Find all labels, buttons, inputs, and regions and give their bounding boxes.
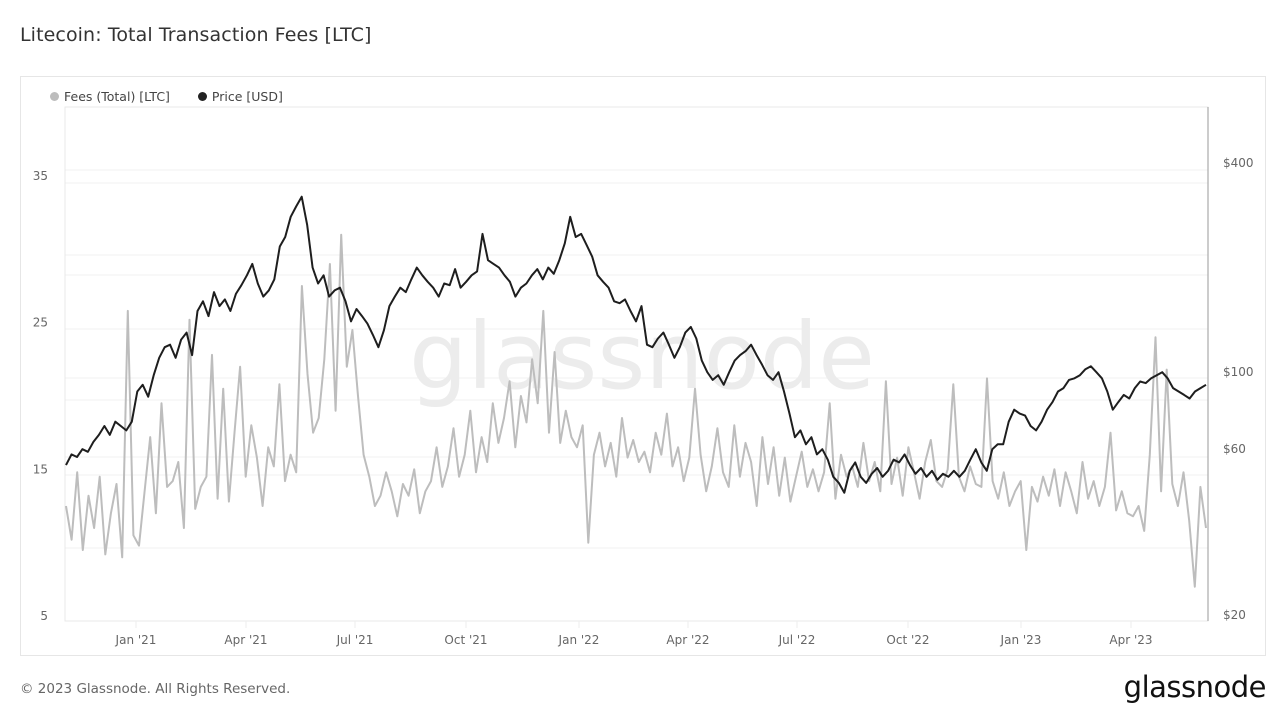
watermark: glassnode [409,303,875,410]
svg-text:35: 35 [33,169,48,183]
y-axis-right: $20 $60 $100 $400 [1223,156,1254,622]
svg-text:Jul '22: Jul '22 [778,633,816,647]
svg-text:25: 25 [33,316,48,330]
chart-legend: Fees (Total) [LTC] Price [USD] [50,89,283,104]
y-axis-left: 5 15 25 35 [33,169,48,623]
svg-text:Apr '21: Apr '21 [224,633,267,647]
svg-text:Jul '21: Jul '21 [336,633,374,647]
svg-text:15: 15 [33,462,48,476]
svg-text:Oct '22: Oct '22 [886,633,929,647]
svg-text:Jan '22: Jan '22 [558,633,600,647]
svg-text:Jan '23: Jan '23 [1000,633,1042,647]
svg-text:$60: $60 [1223,442,1246,456]
x-axis: Jan '21 Apr '21 Jul '21 Oct '21 Jan '22 Apr '… [115,621,1153,647]
svg-text:$400: $400 [1223,156,1254,170]
legend-item-price[interactable]: Price [USD] [197,89,283,104]
legend-label-fees: Fees (Total) [LTC] [64,89,170,104]
price-series-line[interactable] [65,195,1207,494]
price-legend-dot-icon [197,92,207,101]
copyright-text: © 2023 Glassnode. All Rights Reserved. [20,681,291,697]
legend-label-price: Price [USD] [211,89,283,104]
legend-item-fees[interactable]: Fees (Total) [LTC] [50,89,170,104]
svg-text:Oct '21: Oct '21 [444,633,487,647]
svg-text:Apr '23: Apr '23 [1109,633,1152,647]
svg-text:5: 5 [40,609,48,623]
page-title: Litecoin: Total Transaction Fees [LTC] [20,24,372,46]
svg-text:$20: $20 [1223,608,1246,622]
glassnode-logo[interactable]: glassnode [1123,670,1267,704]
chart-panel [20,76,1266,656]
fees-legend-dot-icon [50,92,59,101]
fees-series-line[interactable] [65,233,1207,588]
svg-text:Jan '21: Jan '21 [115,633,157,647]
svg-text:Apr '22: Apr '22 [666,633,709,647]
svg-text:$100: $100 [1223,365,1254,379]
